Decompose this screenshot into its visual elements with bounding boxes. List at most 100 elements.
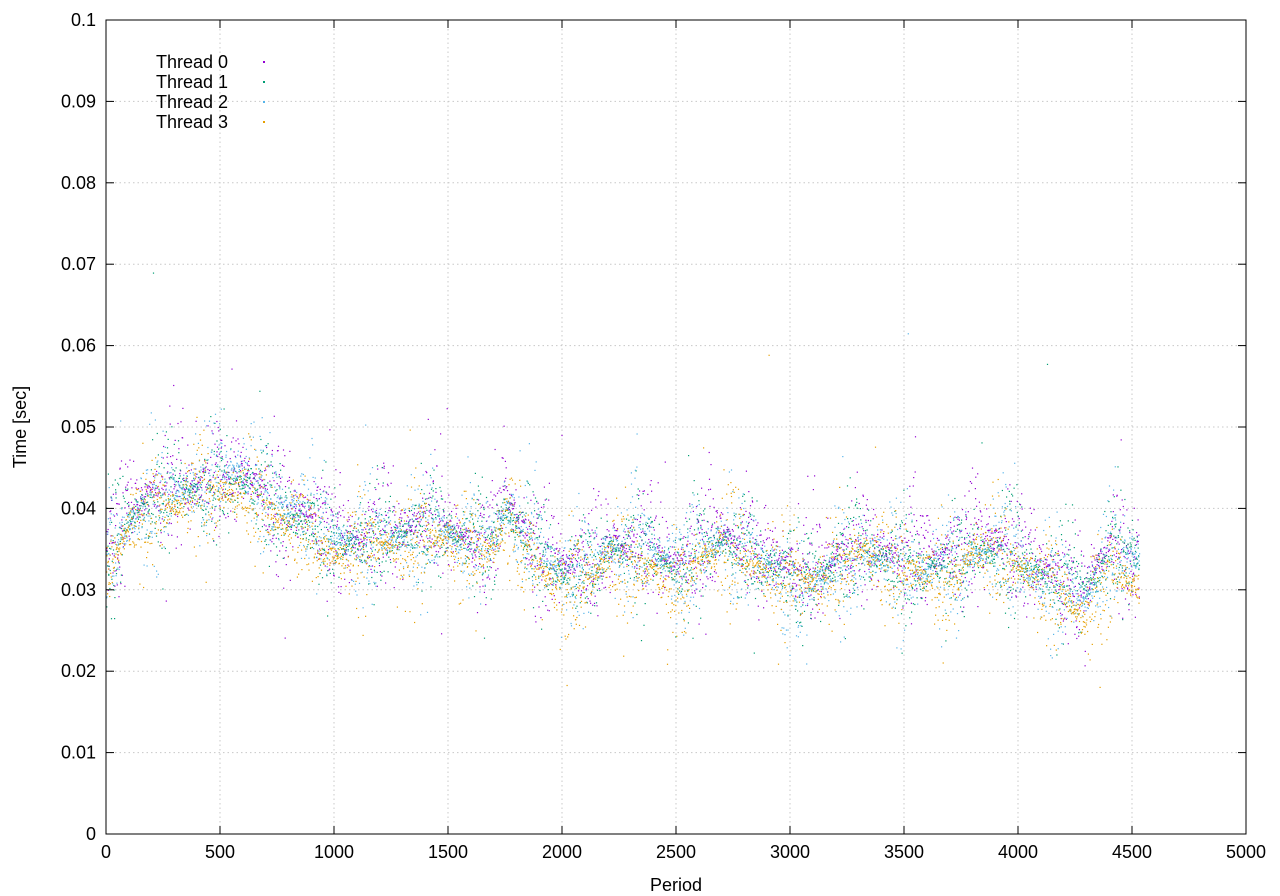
data-point [431,497,433,499]
data-point [591,529,593,531]
data-point [662,592,664,594]
series-1 [106,272,1141,656]
data-point [440,490,442,492]
data-point [972,538,974,540]
data-point [673,546,675,548]
data-point [622,554,624,556]
data-point [956,536,958,538]
data-point [748,531,750,533]
data-point [849,591,851,593]
data-point [874,514,876,516]
data-point [709,576,711,579]
data-point [429,537,431,539]
data-point [290,526,293,528]
data-point [1097,558,1099,561]
data-point [855,582,857,584]
data-point [578,557,580,559]
data-point [486,566,488,568]
data-point [435,517,437,519]
data-point [665,560,667,562]
data-point [705,570,707,572]
data-point [255,490,257,492]
data-point [382,553,384,555]
data-point [516,520,518,522]
data-point [147,537,150,539]
data-point [337,548,339,550]
data-point [306,515,308,517]
data-point [460,527,462,529]
data-point [969,481,971,483]
data-point [585,573,587,575]
data-point [201,487,203,489]
data-point [1011,518,1014,520]
data-point [354,526,356,528]
data-point [469,550,471,553]
data-point [276,513,279,515]
data-point [225,464,228,466]
data-point [227,494,229,497]
data-point [214,463,216,465]
data-point [383,544,385,546]
data-point [871,588,873,590]
data-point [311,534,313,536]
data-point [255,480,257,482]
data-point [946,543,948,545]
data-point [582,546,584,548]
data-point [287,525,290,527]
data-point [409,510,411,512]
data-point [606,514,608,516]
data-point [837,546,840,548]
data-point [110,548,112,550]
data-point [1136,535,1138,537]
data-point [1095,567,1097,569]
data-point [281,507,283,509]
data-point [503,425,505,427]
data-point [849,566,851,568]
data-point [1127,550,1130,552]
data-point [699,513,701,515]
data-point [1017,565,1019,567]
data-point [363,551,365,553]
data-point [700,514,702,516]
data-point [1068,572,1070,574]
data-point [687,579,689,581]
data-point [773,549,775,551]
data-point [234,511,236,513]
data-point [313,481,315,483]
data-point [468,531,470,533]
data-point [671,579,673,581]
data-point [567,577,569,579]
data-point [1007,488,1009,490]
data-point [325,461,327,463]
data-point [106,547,108,549]
data-point [331,493,333,495]
data-point [1103,547,1105,549]
data-point [317,531,319,533]
data-point [915,570,917,572]
data-point [143,498,145,500]
data-point [346,543,348,545]
data-point [129,519,131,522]
data-point [453,539,455,541]
data-point [300,520,302,522]
data-point [337,513,339,515]
data-point [470,544,472,546]
data-point [381,561,383,563]
data-point [383,462,385,464]
data-point [772,541,774,543]
data-point [517,515,520,517]
data-point [1016,545,1018,547]
data-point [1000,544,1002,546]
data-point [294,520,296,522]
data-point [1032,587,1034,589]
data-point [973,569,975,572]
data-point [989,529,991,531]
data-point [592,584,594,586]
data-point [933,550,935,552]
data-point [147,512,149,514]
data-point [961,543,963,545]
data-point [684,562,686,564]
data-point [528,577,530,579]
data-point [641,555,643,557]
data-point [391,536,393,538]
